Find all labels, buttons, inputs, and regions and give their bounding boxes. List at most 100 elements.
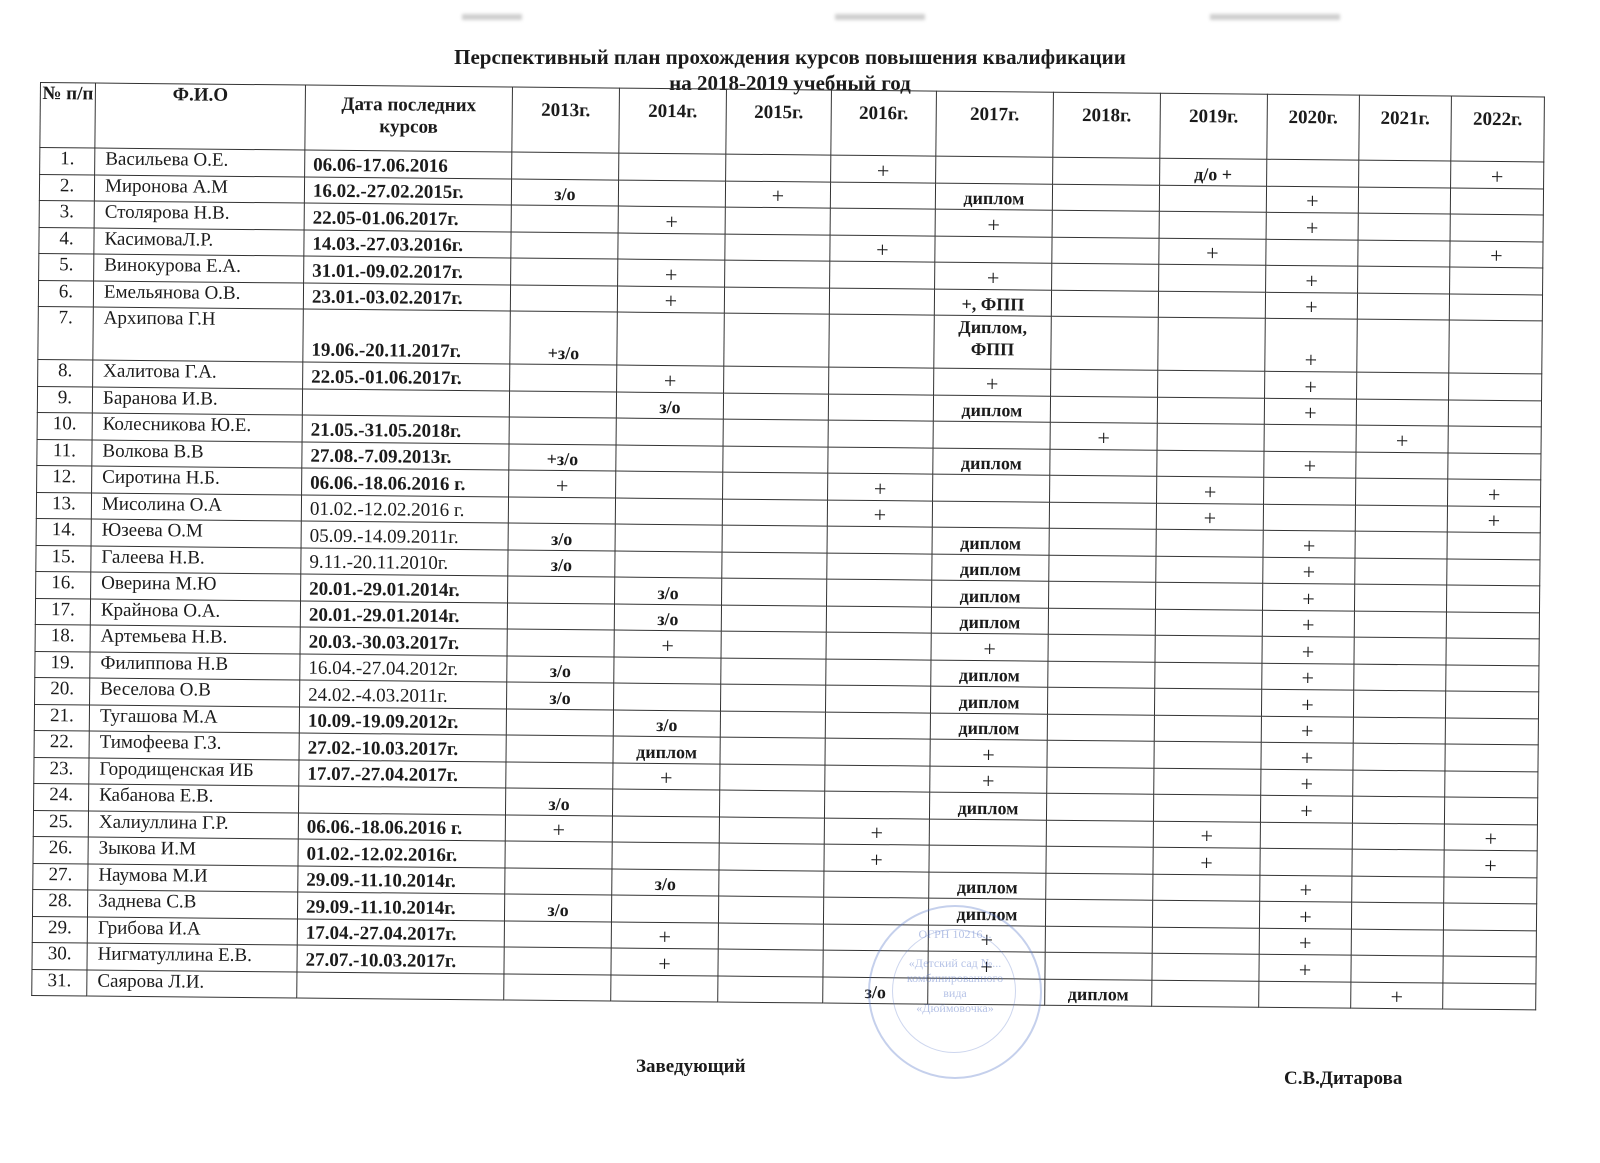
employee-name: Васильева О.Е.: [94, 148, 305, 177]
year-cell-2021: [1354, 610, 1447, 639]
year-cell-2019: д/о +: [1159, 158, 1267, 186]
row-number: 28.: [32, 889, 88, 917]
year-cell-2021: [1358, 186, 1451, 215]
year-cell-2018: [1047, 660, 1155, 689]
year-cell-2021: [1358, 213, 1451, 241]
year-cell-2015: [722, 472, 828, 500]
year-cell-2018: +: [1050, 422, 1158, 450]
year-cell-2022: [1444, 770, 1538, 798]
year-cell-2019: [1158, 290, 1266, 319]
year-cell-2016: [826, 552, 933, 581]
year-cell-2017: диплом: [928, 871, 1046, 900]
year-cell-2022: [1447, 452, 1542, 480]
year-cell-2015: [722, 498, 828, 527]
year-cell-2019: [1156, 529, 1264, 557]
year-cell-2013: [503, 946, 612, 975]
year-cell-2021: [1358, 160, 1451, 188]
row-number: 11.: [36, 438, 93, 467]
year-cell-2022: [1443, 876, 1537, 904]
year-cell-2021: +: [1350, 981, 1443, 1009]
year-cell-2019: [1152, 926, 1260, 955]
year-cell-2019: [1157, 370, 1265, 398]
column-header: Ф.И.О: [94, 83, 306, 151]
last-course-dates: 16.02.-27.02.2015г.: [304, 176, 512, 206]
year-cell-2015: [717, 975, 823, 1004]
year-cell-2022: [1448, 399, 1542, 427]
year-cell-2013: [509, 417, 617, 445]
year-cell-2022: [1450, 187, 1544, 215]
year-cell-2021: [1357, 239, 1451, 268]
year-cell-2022: [1442, 982, 1536, 1010]
year-cell-2019: [1159, 184, 1267, 213]
year-cell-2016: [824, 738, 931, 766]
year-cell-2017: +: [929, 739, 1048, 767]
last-course-dates: 16.04.-27.04.2012г.: [299, 653, 508, 683]
year-cell-2014: [616, 418, 724, 446]
year-cell-2019: [1155, 608, 1263, 637]
year-cell-2019: [1157, 317, 1266, 372]
year-cell-2015: [718, 922, 824, 951]
last-course-dates: 01.02.-12.02.2016 г.: [301, 494, 509, 524]
year-cell-2013: [506, 708, 614, 737]
document-title: Перспективный план прохождения курсов по…: [454, 45, 1126, 69]
employee-name: Емельянова О.В.: [93, 280, 304, 310]
year-cell-2016: [829, 287, 935, 316]
year-cell-2014: +: [616, 365, 724, 393]
year-cell-2015: [719, 816, 825, 845]
last-course-dates: 19.06.-20.11.2017г.: [302, 309, 511, 365]
year-cell-2015: [721, 604, 827, 633]
year-cell-2015: [720, 657, 827, 686]
year-cell-2018: [1050, 316, 1159, 371]
column-header: 2014г.: [618, 88, 727, 155]
last-course-dates: 10.09.-19.09.2012г.: [299, 706, 507, 736]
year-cell-2017: диплом: [930, 686, 1048, 714]
last-course-dates: 21.05.-31.05.2018г.: [302, 415, 510, 444]
year-cell-2020: +: [1258, 954, 1352, 982]
year-cell-2019: [1157, 423, 1265, 451]
year-cell-2017: +: [934, 262, 1052, 290]
year-cell-2021: [1353, 716, 1446, 745]
year-cell-2016: +: [830, 155, 936, 183]
year-cell-2022: [1446, 558, 1540, 586]
column-header: № п/п: [39, 82, 96, 149]
year-cell-2019: [1157, 396, 1265, 425]
year-cell-2018: [1051, 263, 1159, 291]
year-cell-2022: [1448, 320, 1543, 374]
employee-name: Халиуллина Г.Р.: [88, 810, 299, 840]
year-cell-2020: +: [1263, 450, 1357, 478]
year-cell-2014: +: [617, 259, 725, 287]
year-cell-2022: [1442, 956, 1537, 984]
last-course-dates: [302, 388, 510, 418]
row-number: 23.: [33, 756, 90, 785]
year-cell-2017: диплом: [932, 527, 1050, 555]
year-cell-2013: [505, 735, 614, 763]
year-cell-2014: [611, 895, 719, 923]
year-cell-2013: з/о: [506, 655, 615, 684]
year-cell-2013: +: [505, 814, 613, 842]
year-cell-2013: [508, 496, 616, 525]
year-cell-2016: [826, 605, 932, 634]
year-cell-2019: [1159, 211, 1267, 239]
year-cell-2022: [1446, 611, 1540, 639]
employee-name: Грибова И.А: [87, 916, 298, 946]
year-cell-2021: [1353, 690, 1446, 718]
year-cell-2015: [723, 366, 829, 394]
employee-name: Архипова Г.Н: [92, 307, 304, 363]
employee-name: Миронова А.М: [94, 174, 305, 204]
year-cell-2020: [1263, 477, 1356, 505]
row-number: 21.: [34, 703, 90, 732]
year-cell-2022: [1446, 532, 1541, 560]
row-number: 18.: [35, 624, 91, 652]
year-cell-2018: [1048, 554, 1157, 583]
column-header: 2020г.: [1266, 94, 1360, 161]
employee-name: Крайнова О.А.: [90, 598, 301, 628]
employee-name: Заднева С.В: [87, 889, 298, 919]
year-cell-2021: [1355, 504, 1448, 533]
scan-artifact: [1210, 14, 1340, 20]
year-cell-2020: +: [1261, 662, 1354, 690]
employee-name: Баранова И.В.: [92, 386, 303, 416]
year-cell-2022: [1445, 638, 1540, 666]
year-cell-2016: [828, 420, 934, 448]
year-cell-2015: [724, 233, 831, 262]
year-cell-2013: [510, 284, 618, 313]
